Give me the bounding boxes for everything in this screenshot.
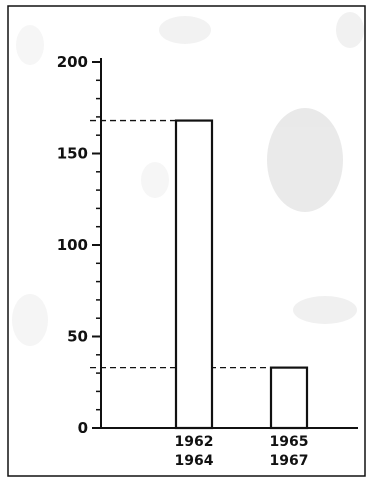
x-category-label: 1962 bbox=[175, 434, 214, 450]
chart-frame bbox=[7, 5, 366, 477]
y-tick-label: 100 bbox=[57, 236, 88, 254]
x-axis-category-labels: 1962 1964 1965 1967 bbox=[175, 434, 309, 469]
x-category-label: 1965 bbox=[270, 434, 309, 450]
y-tick-label: 150 bbox=[57, 145, 88, 163]
y-axis-tick-labels: 0 50 100 150 200 bbox=[57, 53, 88, 437]
x-category-label: 1967 bbox=[270, 453, 309, 469]
y-tick-label: 0 bbox=[78, 419, 88, 437]
bar bbox=[174, 119, 214, 430]
bar bbox=[269, 366, 309, 430]
y-tick-label: 200 bbox=[57, 53, 88, 71]
y-tick-label: 50 bbox=[67, 328, 88, 346]
paper-texture bbox=[12, 12, 364, 346]
x-category-label: 1964 bbox=[175, 453, 214, 469]
y-axis-ticks bbox=[92, 61, 101, 429]
bars bbox=[174, 119, 309, 430]
